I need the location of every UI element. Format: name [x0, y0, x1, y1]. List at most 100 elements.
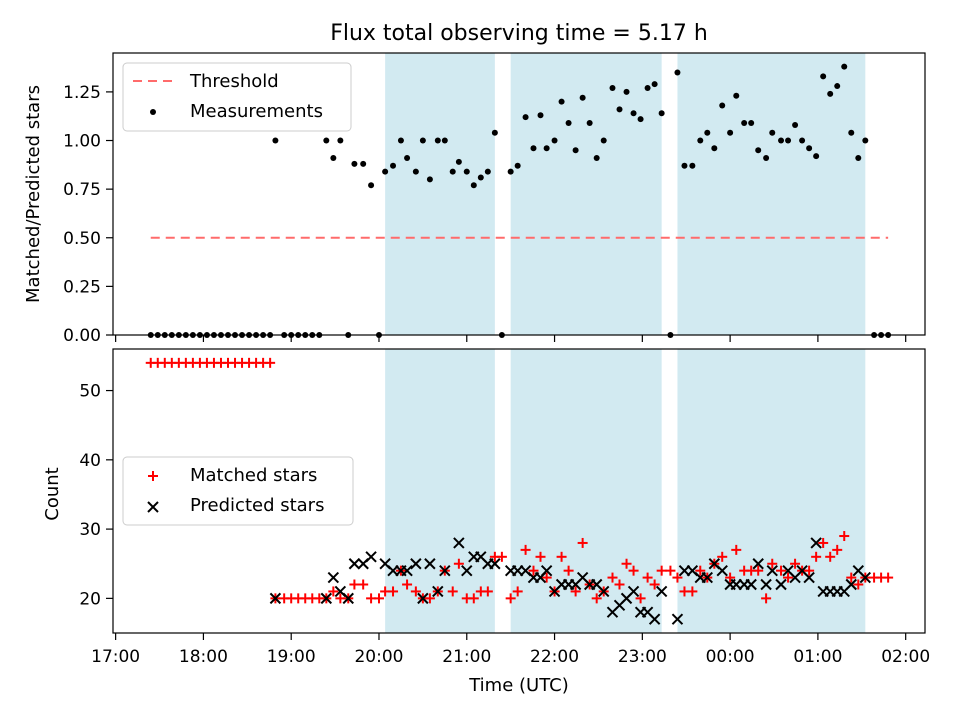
x-tick-label: 00:00 [706, 647, 755, 667]
matched-star-point [621, 558, 632, 569]
matched-star-point [832, 544, 843, 555]
matched-star-point [725, 572, 736, 583]
measurement-point [755, 147, 762, 154]
measurement-point [558, 98, 565, 105]
measurement-point [360, 160, 367, 167]
measurement-point [792, 121, 799, 128]
top-legend-box [122, 62, 352, 132]
matched-star-point [577, 537, 588, 548]
measurement-point [689, 162, 696, 169]
bottom-y-tick-label: 30 [79, 520, 101, 540]
measurement-point [390, 162, 397, 169]
matched-star-point [358, 579, 369, 590]
matched-star-point [811, 551, 822, 562]
matched-star-point [783, 572, 794, 583]
measurement-point [841, 63, 848, 70]
top-y-tick-label: 0.75 [63, 180, 101, 200]
measurement-point [463, 168, 470, 175]
top-y-tick-label: 0.50 [63, 229, 101, 249]
predicted-star-point [439, 564, 451, 577]
matched-star-point [818, 537, 829, 548]
matched-star-point [453, 558, 464, 569]
predicted-star-point [716, 564, 728, 577]
bottom-panel: 20 30 40 50 17:00 18:00 19:00 20:00 21:00 22:00 23… [79, 348, 930, 667]
top-observing-window [677, 53, 866, 335]
measurement-point [733, 92, 740, 99]
measurement-point [820, 73, 827, 80]
matched-star-point [804, 565, 815, 576]
measurement-point [572, 147, 579, 154]
measurement-point [778, 137, 785, 144]
legend-measurements-swatch [150, 109, 156, 115]
measurement-point [586, 120, 593, 127]
measurement-point [351, 160, 358, 167]
matched-star-point [402, 579, 413, 590]
bottom-y-tick-label: 40 [79, 451, 101, 471]
measurement-point [674, 69, 681, 76]
matched-star-point [563, 565, 574, 576]
top-y-tick-label: 1.25 [63, 83, 101, 103]
predicted-star-point [540, 564, 553, 577]
matched-star-point [776, 565, 787, 576]
matched-star-point [482, 586, 493, 597]
measurement-point [507, 168, 514, 175]
measurement-point [763, 155, 770, 162]
top-y-axis-label: Matched/Predicted stars [23, 85, 44, 303]
measurement-point [637, 116, 644, 123]
measurement-point [806, 145, 813, 152]
measurement-point [681, 162, 688, 169]
x-tick-label: 23:00 [618, 647, 667, 667]
matched-star-point [496, 551, 507, 562]
predicted-star-point [655, 585, 668, 598]
matched-star-point [520, 544, 531, 555]
bottom-y-axis-label: Count [42, 467, 63, 520]
predicted-star-point [327, 571, 340, 584]
top-y-tick-label: 0.00 [63, 326, 101, 346]
top-axes-frame [112, 52, 926, 336]
predicted-star-point [489, 558, 501, 570]
x-axis-label: Time (UTC) [468, 675, 569, 696]
matched-star-point [410, 586, 421, 597]
predicted-star-point [810, 537, 822, 549]
measurement-point [697, 137, 704, 144]
matched-star-point [649, 579, 660, 590]
measurement-point [799, 137, 806, 144]
measurement-point [522, 114, 529, 121]
matched-star-point [607, 572, 618, 583]
bottom-y-tick-label: 20 [79, 589, 101, 609]
matched-star-point [695, 565, 706, 576]
matched-star-point [753, 565, 764, 576]
predicted-star-point [648, 613, 661, 625]
top-y-tick-label: 0.25 [63, 277, 101, 297]
measurement-point [834, 83, 841, 90]
matched-star-point [790, 558, 801, 569]
predicted-star-point [432, 585, 444, 598]
measurement-point [551, 137, 558, 144]
bottom-legend: Matched stars Predicted stars [122, 456, 354, 526]
top-observing-window [510, 53, 662, 335]
matched-star-point [528, 565, 539, 576]
bottom-observing-window [510, 349, 662, 633]
matched-star-point [853, 579, 864, 590]
legend-threshold-label: Threshold [189, 71, 279, 92]
predicted-star-point [752, 558, 764, 570]
measurement-point [565, 120, 572, 127]
measurement-point [616, 106, 623, 113]
measurement-point [382, 168, 389, 175]
measurement-point [530, 145, 537, 152]
bottom-legend-box [122, 456, 354, 526]
measurement-point [272, 137, 279, 144]
predicted-star-point [671, 613, 684, 625]
predicted-star-point [342, 592, 354, 605]
measurement-point [658, 110, 665, 117]
predicted-star-point [269, 592, 282, 605]
matched-star-point [672, 572, 683, 583]
measurement-point [441, 137, 448, 144]
measurement-point [404, 155, 411, 162]
measurement-point [537, 112, 544, 119]
matched-star-point [570, 586, 581, 597]
matched-star-point [761, 593, 772, 604]
x-tick-label: 19:00 [267, 647, 316, 667]
measurement-point [855, 155, 862, 162]
measurement-point [470, 182, 477, 189]
